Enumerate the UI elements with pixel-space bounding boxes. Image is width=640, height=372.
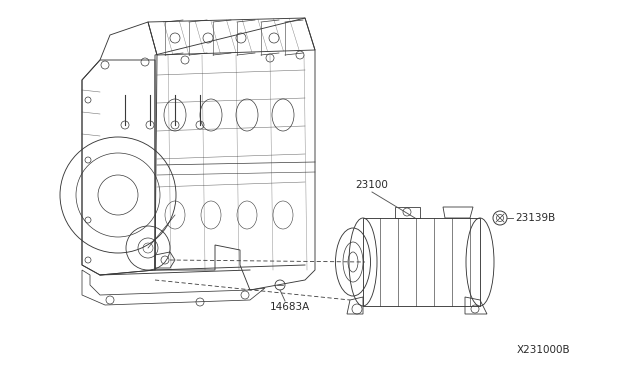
Text: 23100: 23100 xyxy=(355,180,388,190)
Text: 23139B: 23139B xyxy=(515,213,556,223)
Text: 14683A: 14683A xyxy=(270,302,310,312)
Text: X231000B: X231000B xyxy=(516,345,570,355)
